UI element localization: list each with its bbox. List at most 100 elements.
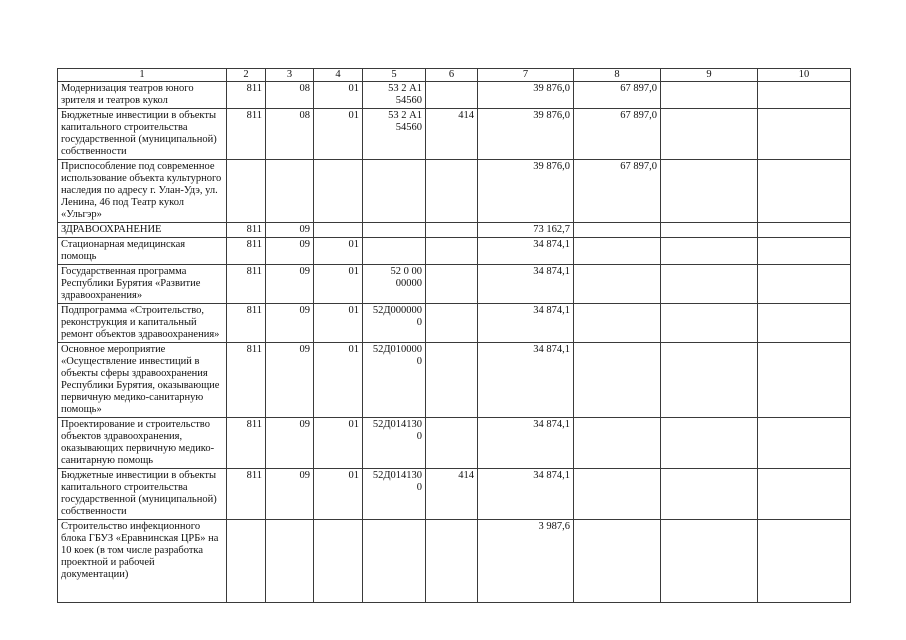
amount-cell-col8 [573, 264, 661, 304]
amount-cell-col8: 67 897,0 [573, 108, 661, 160]
target-article-code-cell [362, 222, 426, 238]
amount-cell-col7: 34 874,1 [477, 237, 574, 265]
budget-table: 1 2 3 4 5 6 7 8 9 10 Модернизация театро… [57, 68, 851, 603]
expense-type-code-cell [425, 159, 478, 223]
section-code-cell: 09 [265, 237, 314, 265]
amount-cell-col9 [660, 222, 758, 238]
table-header-row: 1 2 3 4 5 6 7 8 9 10 [57, 68, 851, 82]
row-label-cell: Государственная программа Республики Бур… [57, 264, 227, 304]
table-row: Бюджетные инвестиции в объекты капитальн… [57, 468, 851, 520]
section-code-cell: 09 [265, 222, 314, 238]
amount-cell-col7: 34 874,1 [477, 303, 574, 343]
table-row: Государственная программа Республики Бур… [57, 264, 851, 304]
target-article-code-cell: 52Д010000 0 [362, 342, 426, 418]
table-row: Приспособление под современное использов… [57, 159, 851, 223]
table-row: Модернизация театров юного зрителя и теа… [57, 81, 851, 109]
row-label-cell: Бюджетные инвестиции в объекты капитальн… [57, 468, 227, 520]
target-article-code-cell: 52Д014130 0 [362, 468, 426, 520]
section-code-cell: 09 [265, 342, 314, 418]
section-code-cell: 08 [265, 81, 314, 109]
column-header-5: 5 [362, 68, 426, 82]
expense-type-code-cell [425, 237, 478, 265]
row-label-cell: Подпрограмма «Строительство, реконструкц… [57, 303, 227, 343]
amount-cell-col7: 3 987,6 [477, 519, 574, 603]
grbs-code-cell: 811 [226, 468, 266, 520]
amount-cell-col7: 34 874,1 [477, 342, 574, 418]
column-header-7: 7 [477, 68, 574, 82]
amount-cell-col8 [573, 468, 661, 520]
amount-cell-col10 [757, 519, 851, 603]
table-row: Основное мероприятие «Осуществление инве… [57, 342, 851, 418]
amount-cell-col7: 34 874,1 [477, 417, 574, 469]
subsection-code-cell: 01 [313, 81, 363, 109]
expense-type-code-cell [425, 303, 478, 343]
amount-cell-col7: 73 162,7 [477, 222, 574, 238]
expense-type-code-cell [425, 264, 478, 304]
subsection-code-cell: 01 [313, 303, 363, 343]
amount-cell-col7: 39 876,0 [477, 108, 574, 160]
amount-cell-col10 [757, 81, 851, 109]
amount-cell-col9 [660, 159, 758, 223]
row-label-cell: Бюджетные инвестиции в объекты капитальн… [57, 108, 227, 160]
amount-cell-col9 [660, 81, 758, 109]
expense-type-code-cell: 414 [425, 108, 478, 160]
amount-cell-col7: 34 874,1 [477, 264, 574, 304]
expense-type-code-cell: 414 [425, 468, 478, 520]
table-row: Бюджетные инвестиции в объекты капитальн… [57, 108, 851, 160]
table-row: Стационарная медицинская помощь 811 09 0… [57, 237, 851, 265]
amount-cell-col8 [573, 417, 661, 469]
amount-cell-col10 [757, 303, 851, 343]
amount-cell-col8: 67 897,0 [573, 159, 661, 223]
expense-type-code-cell [425, 222, 478, 238]
grbs-code-cell: 811 [226, 222, 266, 238]
target-article-code-cell [362, 159, 426, 223]
table-row: ЗДРАВООХРАНЕНИЕ 811 09 73 162,7 [57, 222, 851, 238]
table-row: Подпрограмма «Строительство, реконструкц… [57, 303, 851, 343]
amount-cell-col10 [757, 159, 851, 223]
target-article-code-cell: 52Д014130 0 [362, 417, 426, 469]
amount-cell-col10 [757, 237, 851, 265]
amount-cell-col9 [660, 519, 758, 603]
column-header-3: 3 [265, 68, 314, 82]
amount-cell-col9 [660, 303, 758, 343]
amount-cell-col7: 34 874,1 [477, 468, 574, 520]
subsection-code-cell: 01 [313, 342, 363, 418]
row-label-cell: Проектирование и строительство объектов … [57, 417, 227, 469]
grbs-code-cell: 811 [226, 81, 266, 109]
column-header-10: 10 [757, 68, 851, 82]
grbs-code-cell: 811 [226, 303, 266, 343]
amount-cell-col9 [660, 108, 758, 160]
target-article-code-cell: 53 2 А1 54560 [362, 81, 426, 109]
column-header-1: 1 [57, 68, 227, 82]
amount-cell-col8 [573, 222, 661, 238]
amount-cell-col10 [757, 468, 851, 520]
subsection-code-cell: 01 [313, 237, 363, 265]
grbs-code-cell: 811 [226, 264, 266, 304]
section-code-cell [265, 519, 314, 603]
subsection-code-cell [313, 519, 363, 603]
amount-cell-col9 [660, 468, 758, 520]
target-article-code-cell [362, 519, 426, 603]
amount-cell-col9 [660, 342, 758, 418]
amount-cell-col10 [757, 222, 851, 238]
section-code-cell: 09 [265, 303, 314, 343]
section-code-cell [265, 159, 314, 223]
column-header-9: 9 [660, 68, 758, 82]
grbs-code-cell: 811 [226, 237, 266, 265]
section-code-cell: 09 [265, 468, 314, 520]
grbs-code-cell: 811 [226, 342, 266, 418]
amount-cell-col10 [757, 417, 851, 469]
grbs-code-cell: 811 [226, 417, 266, 469]
amount-cell-col10 [757, 342, 851, 418]
subsection-code-cell: 01 [313, 468, 363, 520]
section-code-cell: 09 [265, 417, 314, 469]
subsection-code-cell: 01 [313, 264, 363, 304]
expense-type-code-cell [425, 417, 478, 469]
column-header-2: 2 [226, 68, 266, 82]
target-article-code-cell: 52Д000000 0 [362, 303, 426, 343]
row-label-cell: Стационарная медицинская помощь [57, 237, 227, 265]
grbs-code-cell: 811 [226, 108, 266, 160]
grbs-code-cell [226, 159, 266, 223]
target-article-code-cell: 53 2 А1 54560 [362, 108, 426, 160]
